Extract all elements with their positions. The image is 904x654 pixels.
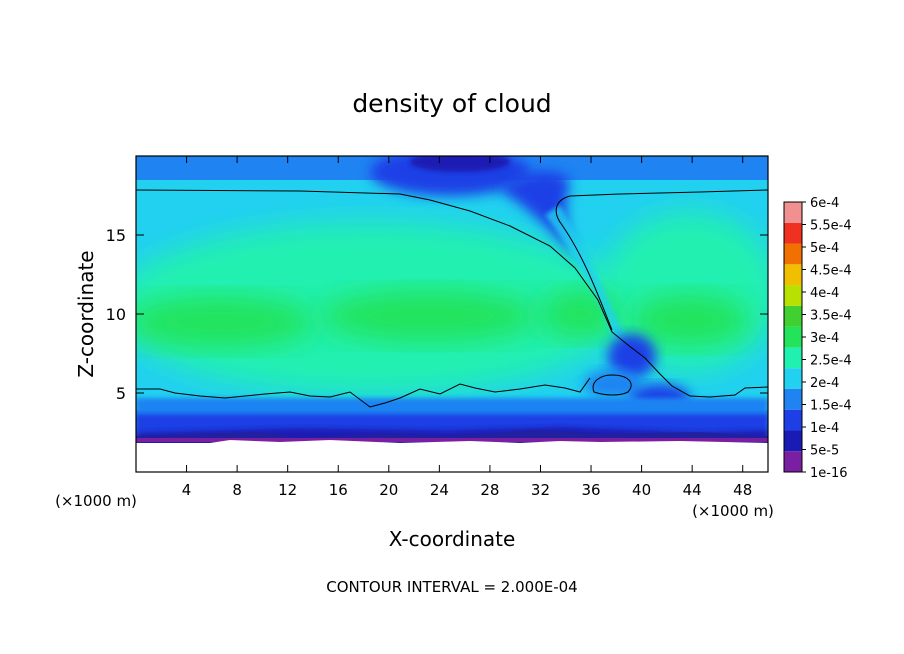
x-tick-label: 12	[278, 481, 297, 499]
colorbar-label: 1.5e-4	[810, 399, 852, 414]
colorbar-swatch	[784, 326, 802, 348]
colorbar: 1e-16 5e-5 1e-4 1.5e-4 2e-4 2.5e-4 3e-4 3.5e-4 4…	[783, 196, 852, 481]
x-tick-label: 36	[581, 481, 600, 499]
contour-loop	[592, 374, 632, 396]
y-tick-label: 5	[116, 384, 126, 403]
colorbar-label: 2e-4	[810, 376, 839, 391]
colorbar-swatch	[784, 264, 802, 286]
contour-line-upper-right	[555, 189, 768, 331]
contour-line-lower	[136, 377, 591, 408]
plot-frame	[135, 155, 769, 473]
colorbar-swatch	[784, 243, 802, 265]
colorbar-swatch	[784, 388, 802, 410]
colorbar-label: 3e-4	[810, 331, 839, 346]
colorbar-label: 6e-4	[810, 196, 839, 211]
colorbar-label: 1e-16	[810, 466, 848, 481]
x-tick-label: 24	[430, 481, 449, 499]
colorbar-swatch	[784, 451, 802, 472]
colorbar-swatch	[784, 347, 802, 369]
x-axis-unit-left: (×1000 m)	[55, 492, 137, 510]
colorbar-swatch	[784, 285, 802, 306]
colorbar-label: 4e-4	[810, 286, 839, 301]
x-tick-label: 16	[329, 481, 348, 499]
colorbar-swatch	[784, 368, 802, 389]
x-axis-label: X-coordinate	[389, 527, 516, 551]
y-tick-label: 15	[106, 226, 126, 245]
y-tick-label: 10	[106, 305, 126, 324]
colorbar-swatch	[784, 202, 802, 223]
y-axis-label: Z-coordinate	[74, 250, 98, 377]
colorbar-swatch	[784, 409, 802, 431]
colorbar-label: 2.5e-4	[810, 354, 852, 369]
colorbar-swatch	[784, 305, 802, 327]
x-tick-label: 8	[232, 481, 242, 499]
contour-lines	[136, 189, 768, 408]
x-tick-label: 28	[480, 481, 499, 499]
colorbar-label: 5e-4	[810, 241, 839, 256]
contour-interval-note: CONTOUR INTERVAL = 2.000E-04	[326, 578, 577, 596]
colorbar-label: 1e-4	[810, 421, 839, 436]
x-tick-label: 4	[182, 481, 192, 499]
x-tick-label: 20	[379, 481, 398, 499]
x-tick-label: 32	[531, 481, 550, 499]
colorbar-label: 4.5e-4	[810, 264, 852, 279]
y-axis-tick-labels: 5 10 15	[106, 226, 126, 403]
heatmap-field	[136, 156, 768, 472]
colorbar-label: 3.5e-4	[810, 309, 852, 324]
x-axis-unit-right: (×1000 m)	[692, 502, 774, 520]
colorbar-label: 5e-5	[810, 444, 839, 459]
colorbar-label: 5.5e-4	[810, 219, 852, 234]
y-axis-ticks	[136, 234, 768, 394]
colorbar-swatch	[784, 430, 802, 452]
x-axis-ticks	[186, 156, 744, 472]
x-tick-label: 44	[683, 481, 702, 499]
colorbar-swatch	[784, 222, 802, 244]
x-tick-label: 48	[733, 481, 752, 499]
chart-title: density of cloud	[352, 89, 551, 118]
contour-line-upper	[136, 189, 768, 398]
x-axis-tick-labels: 4 8 12 16 20 24 28 32 36 40 44 48	[182, 481, 752, 499]
x-tick-label: 40	[632, 481, 651, 499]
